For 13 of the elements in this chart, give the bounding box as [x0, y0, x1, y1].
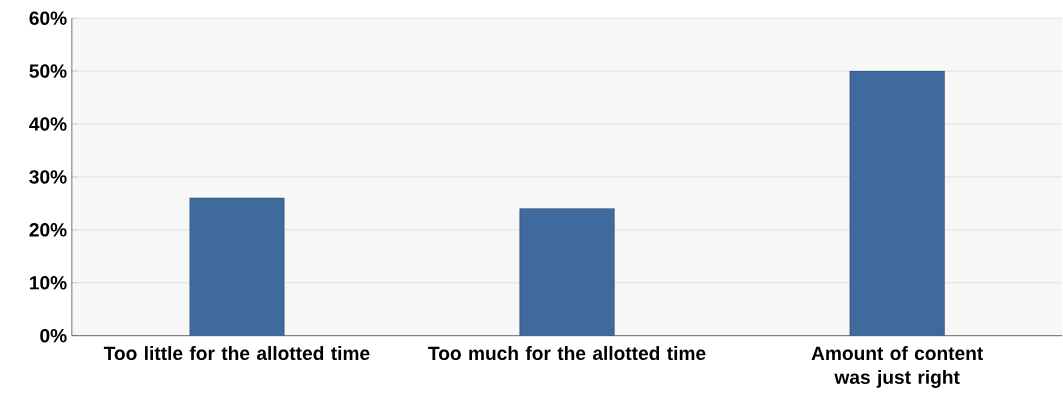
- y-tick-label: 0%: [40, 328, 67, 343]
- y-tick-label: 40%: [29, 117, 67, 131]
- y-tick-label: 10%: [30, 276, 67, 290]
- x-tick-label: Too little for the allotted time: [103, 346, 370, 361]
- y-tick-label: 30%: [29, 170, 67, 184]
- bar: [189, 197, 285, 336]
- x-tick-label: Amount of content was just right: [811, 346, 984, 388]
- y-tick-label: 60%: [29, 11, 67, 25]
- x-tick-label: Too much for the allotted time: [428, 346, 706, 361]
- y-tick-label: 50%: [29, 64, 67, 78]
- bar: [849, 70, 945, 336]
- bar: [519, 208, 615, 336]
- y-tick-label: 20%: [29, 223, 67, 237]
